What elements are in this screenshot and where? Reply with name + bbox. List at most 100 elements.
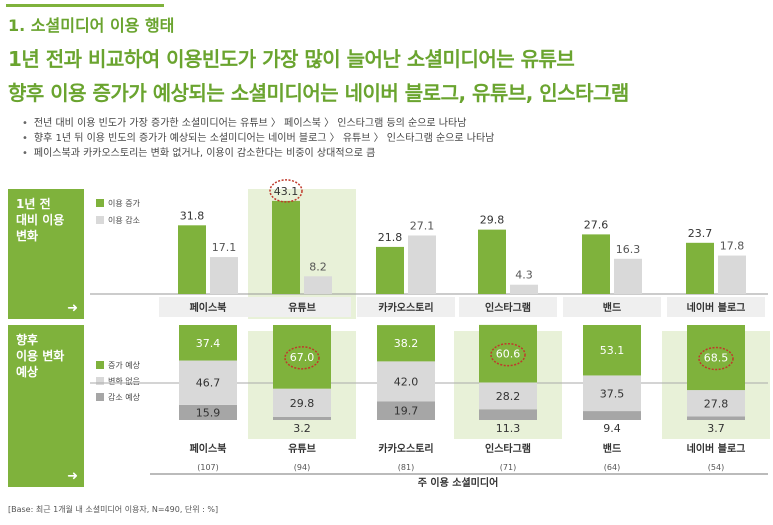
bar-segment <box>179 325 237 361</box>
base-count-label: (71) <box>500 463 516 472</box>
bar-segment <box>583 325 641 376</box>
panel-label-top: 1년 전 대비 이용 변화 ➜ <box>8 189 84 319</box>
category-label: 유튜브 <box>288 443 316 455</box>
bar-segment <box>377 325 435 362</box>
value-label-increase: 21.8 <box>378 231 403 244</box>
arrow-right-icon: ➜ <box>67 301 78 316</box>
value-label: 42.0 <box>394 375 419 388</box>
highlight-circle <box>284 346 320 370</box>
value-label-decrease: 4.3 <box>515 269 533 282</box>
base-count-label: (64) <box>604 463 620 472</box>
legend-swatch-decrease <box>96 216 104 224</box>
panel-label-top-text: 1년 전 대비 이용 변화 <box>16 197 65 243</box>
bar-increase <box>478 229 506 294</box>
legend-label-increase: 이용 증가 <box>108 198 141 208</box>
value-label-decrease: 27.1 <box>410 219 435 232</box>
base-count-label: (107) <box>197 463 219 472</box>
value-label: 60.6 <box>496 348 521 361</box>
legend-swatch-increase <box>96 199 104 207</box>
bar-segment <box>273 325 331 389</box>
bar-segment <box>273 388 331 417</box>
value-label: 15.9 <box>196 406 221 419</box>
base-count-label: (54) <box>708 463 724 472</box>
bar-segment <box>179 404 237 420</box>
bar-segment <box>687 390 745 417</box>
value-label-decrease: 17.1 <box>212 241 237 254</box>
value-label-decrease: 8.2 <box>309 260 327 273</box>
bar-decrease <box>408 235 436 294</box>
legend-swatch <box>96 377 104 385</box>
bar-decrease <box>614 258 642 294</box>
bar-increase <box>272 200 300 294</box>
bullet-item: 향후 1년 뒤 이용 빈도의 증가가 예상되는 소셜미디어는 네이버 블로그 〉… <box>22 131 494 146</box>
bar-increase <box>582 234 610 294</box>
value-label: 3.2 <box>293 422 311 435</box>
category-label-bg <box>667 297 765 317</box>
bullet-item: 페이스북과 카카오스토리는 변화 없거나, 이용이 감소한다는 비중이 상대적으… <box>22 146 494 161</box>
bar-decrease <box>304 276 332 294</box>
bar-segment <box>273 416 331 420</box>
headline-1: 1년 전과 비교하여 이용빈도가 가장 많이 늘어난 소셜미디어는 유튜브 <box>8 47 575 71</box>
highlight-circle <box>269 179 303 203</box>
value-label: 9.4 <box>603 422 621 435</box>
highlight-circle <box>490 342 526 367</box>
bar-segment <box>179 360 237 405</box>
section-accent-bar <box>6 4 164 7</box>
category-label-bg <box>253 297 351 317</box>
category-label: 밴드 <box>603 442 621 455</box>
category-label-bg <box>357 297 455 317</box>
category-label: 페이스북 <box>190 442 227 455</box>
category-label: 네이버 블로그 <box>687 442 746 455</box>
legend-label: 증가 예상 <box>108 360 141 370</box>
bar-increase <box>376 246 404 294</box>
bar-segment <box>479 324 537 383</box>
base-count-label: (81) <box>398 463 414 472</box>
bar-segment <box>479 409 537 420</box>
category-label: 밴드 <box>603 301 621 314</box>
category-label-bg <box>459 297 557 317</box>
bar-segment <box>583 411 641 420</box>
value-label: 37.5 <box>600 387 625 400</box>
bar-segment <box>377 361 435 402</box>
headline-2: 향후 이용 증가가 예상되는 소셜미디어는 네이버 블로그, 유튜브, 인스타그… <box>8 81 629 105</box>
bar-segment <box>687 325 745 391</box>
bar-segment <box>687 416 745 420</box>
panel-label-bottom: 향후 이용 변화 예상 ➜ <box>8 325 84 487</box>
x-axis-title: 주 이용 소셜미디어 <box>418 476 499 489</box>
arrow-right-icon: ➜ <box>67 469 78 484</box>
bar-increase <box>686 242 714 294</box>
value-label: 67.0 <box>290 351 315 364</box>
bar-segment <box>479 382 537 410</box>
value-label: 68.5 <box>704 352 729 365</box>
value-label-increase: 29.8 <box>480 214 505 227</box>
value-label: 11.3 <box>496 422 521 435</box>
value-label-increase: 23.7 <box>688 227 713 240</box>
base-count-label: (94) <box>294 463 310 472</box>
value-label: 19.7 <box>394 405 419 418</box>
category-label: 유튜브 <box>288 302 316 314</box>
highlight-circle <box>698 346 734 371</box>
legend-swatch <box>96 361 104 369</box>
value-label: 28.2 <box>496 390 521 403</box>
bar-decrease <box>510 284 538 294</box>
value-label-decrease: 16.3 <box>616 243 641 256</box>
value-label: 29.8 <box>290 397 315 410</box>
bar-decrease <box>718 255 746 294</box>
bar-increase <box>178 225 206 294</box>
value-label-increase: 31.8 <box>180 209 205 222</box>
category-label-bg <box>159 297 257 317</box>
section-title: 1. 소셜미디어 이용 행태 <box>8 16 175 35</box>
value-label: 46.7 <box>196 377 221 390</box>
footnote: [Base: 최근 1개월 내 소셜미디어 이용자, N=490, 단위 : %… <box>8 505 219 514</box>
category-label: 인스타그램 <box>485 301 531 314</box>
value-label-increase: 43.1 <box>274 185 299 198</box>
bar-segment <box>583 375 641 412</box>
value-label-decrease: 17.8 <box>720 240 745 253</box>
bar-decrease <box>210 257 238 294</box>
category-label: 인스타그램 <box>485 442 531 455</box>
bullet-item: 전년 대비 이용 빈도가 가장 증가한 소셜미디어는 유튜브 〉 페이스북 〉 … <box>22 116 494 131</box>
legend-swatch <box>96 393 104 401</box>
category-label: 카카오스토리 <box>378 442 433 455</box>
category-label: 카카오스토리 <box>378 301 433 314</box>
